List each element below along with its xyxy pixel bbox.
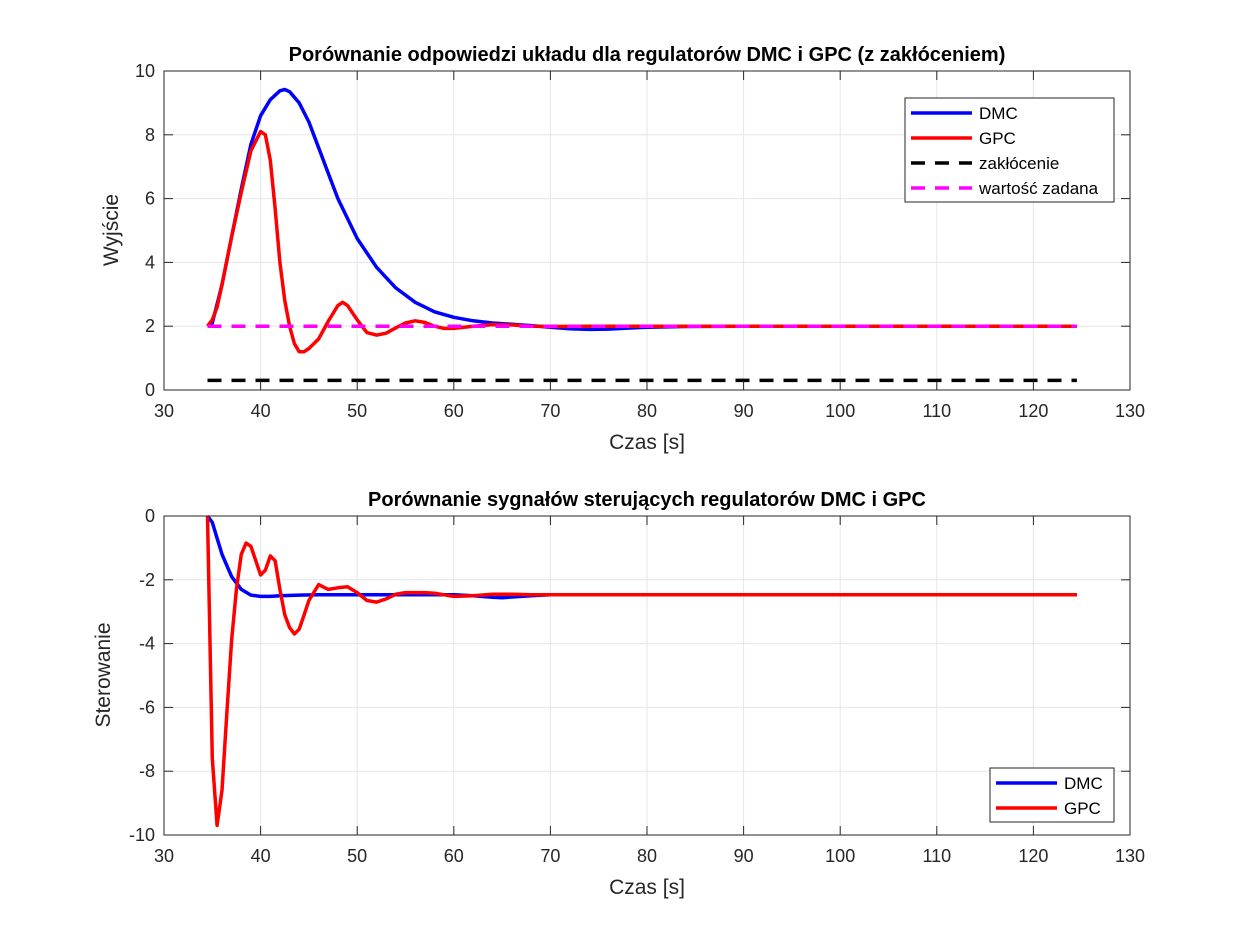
top-chart-x-tick-label: 30	[154, 401, 174, 421]
bottom-chart-y-tick-label: 0	[145, 506, 155, 526]
bottom-chart-x-tick-label: 120	[1018, 846, 1048, 866]
bottom-chart-y-tick-label: -8	[139, 761, 155, 781]
top-chart-legend-label: DMC	[979, 104, 1018, 123]
top-chart-y-tick-label: 4	[145, 252, 155, 272]
top-chart-x-tick-label: 90	[734, 401, 754, 421]
bottom-chart-panel: Porównanie sygnałów sterujących regulato…	[92, 489, 1145, 899]
bottom-chart-y-tick-label: -4	[139, 634, 155, 654]
top-chart-x-tick-label: 40	[251, 401, 271, 421]
bottom-chart-x-tick-label: 40	[251, 846, 271, 866]
top-chart-x-tick-label: 50	[347, 401, 367, 421]
top-chart-y-axis-label: Wyjście	[100, 194, 123, 266]
top-chart-y-tick-label: 8	[145, 125, 155, 145]
top-chart-y-tick-label: 10	[135, 61, 155, 81]
top-chart-x-tick-label: 130	[1115, 401, 1145, 421]
top-chart-x-tick-label: 100	[825, 401, 855, 421]
bottom-chart-x-tick-label: 90	[734, 846, 754, 866]
top-chart-panel: Porównanie odpowiedzi układu dla regulat…	[100, 44, 1145, 454]
bottom-chart-y-tick-label: -10	[129, 825, 155, 845]
bottom-chart-axes	[163, 515, 1131, 836]
bottom-chart-x-tick-label: 100	[825, 846, 855, 866]
bottom-chart-tick-labels: 30 40 50 60 70 80 90 100 110 120 130 -10 -8 -6 -4 -2 0	[129, 506, 1145, 866]
bottom-chart-legend-box	[989, 767, 1115, 823]
top-chart-x-axis-label: Czas [s]	[609, 431, 685, 454]
top-chart-y-tick-label: 6	[145, 189, 155, 209]
top-chart-series	[206, 87, 1077, 383]
top-chart-legend-box	[904, 97, 1115, 203]
bottom-chart-legend-label: DMC	[1064, 774, 1103, 793]
bottom-chart-y-tick-label: -6	[139, 697, 155, 717]
top-chart-legend-label: zakłócenie	[979, 154, 1059, 173]
bottom-chart-legend-label: GPC	[1064, 799, 1101, 818]
top-chart-series-dmc	[206, 87, 1077, 332]
top-chart-x-tick-label: 80	[637, 401, 657, 421]
bottom-chart-series-gpc	[205, 515, 1077, 828]
top-chart-title: Porównanie odpowiedzi układu dla regulat…	[289, 44, 1006, 66]
top-chart-x-tick-label: 70	[540, 401, 560, 421]
bottom-chart-x-axis-label: Czas [s]	[609, 876, 685, 899]
bottom-chart-y-axis-label: Sterowanie	[92, 622, 115, 727]
top-chart-legend-label: GPC	[979, 129, 1016, 148]
top-chart-x-tick-label: 120	[1018, 401, 1048, 421]
bottom-chart-x-tick-label: 30	[154, 846, 174, 866]
bottom-chart-x-tick-label: 70	[540, 846, 560, 866]
top-chart-axes	[163, 70, 1131, 391]
bottom-chart-x-tick-label: 110	[922, 846, 951, 866]
top-chart-x-tick-label: 110	[922, 401, 951, 421]
bottom-chart-legend: DMC GPC	[989, 767, 1115, 823]
bottom-chart-series	[205, 514, 1077, 828]
top-chart-tick-labels: 30 40 50 60 70 80 90 100 110 120 130 0 2 4 6 8 10	[135, 61, 1145, 421]
top-chart-legend: DMC GPC zakłócenie wartość zadana	[904, 97, 1115, 203]
top-chart-y-tick-label: 0	[145, 380, 155, 400]
bottom-chart-x-tick-label: 60	[444, 846, 464, 866]
bottom-chart-x-tick-label: 80	[637, 846, 657, 866]
top-chart-legend-label: wartość zadana	[978, 179, 1099, 198]
top-chart-y-tick-label: 2	[145, 316, 155, 336]
bottom-chart-x-tick-label: 130	[1115, 846, 1145, 866]
bottom-chart-title: Porównanie sygnałów sterujących regulato…	[368, 489, 926, 511]
bottom-chart-x-tick-label: 50	[347, 846, 367, 866]
top-chart-x-tick-label: 60	[444, 401, 464, 421]
bottom-chart-y-tick-label: -2	[139, 570, 155, 590]
